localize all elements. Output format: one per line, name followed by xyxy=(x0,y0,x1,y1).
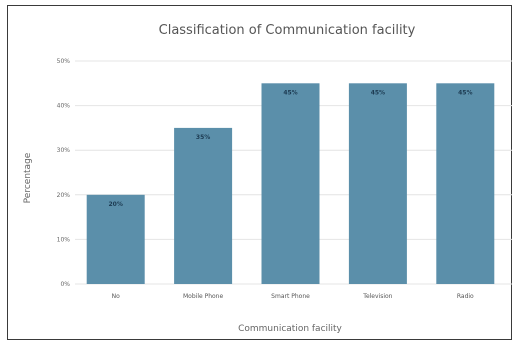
x-tick-labels: No Mobile Phone Smart Phone Television Radio xyxy=(112,293,474,300)
x-axis-label: Communication facility xyxy=(238,324,342,334)
x-tick-label: Television xyxy=(362,293,392,300)
x-tick-label: No xyxy=(112,293,120,300)
y-axis-label: Percentage xyxy=(23,152,33,203)
bars xyxy=(86,83,495,285)
bar xyxy=(348,83,407,284)
y-tick-label: 40% xyxy=(57,103,71,110)
y-tick-labels: 0% 10% 20% 30% 40% 50% xyxy=(57,58,71,288)
y-tick-label: 30% xyxy=(57,147,71,154)
x-tick-label: Smart Phone xyxy=(271,293,310,300)
value-label: 45% xyxy=(371,89,385,96)
bar xyxy=(436,83,495,284)
y-tick-label: 50% xyxy=(57,58,71,65)
y-tick-label: 0% xyxy=(60,281,70,288)
x-tick-label: Radio xyxy=(457,293,474,300)
y-tick-label: 10% xyxy=(57,236,71,243)
y-tick-label: 20% xyxy=(57,192,71,199)
value-label: 35% xyxy=(196,134,210,141)
value-label: 45% xyxy=(283,89,297,96)
bar xyxy=(174,127,233,285)
bar xyxy=(86,194,145,284)
x-tick-label: Mobile Phone xyxy=(183,293,223,300)
value-label: 45% xyxy=(458,89,472,96)
value-label: 20% xyxy=(109,201,123,208)
chart-title: Classification of Communication facility xyxy=(159,23,416,38)
bar xyxy=(261,83,320,284)
value-labels: 20% 35% 45% 45% 45% xyxy=(109,89,473,208)
